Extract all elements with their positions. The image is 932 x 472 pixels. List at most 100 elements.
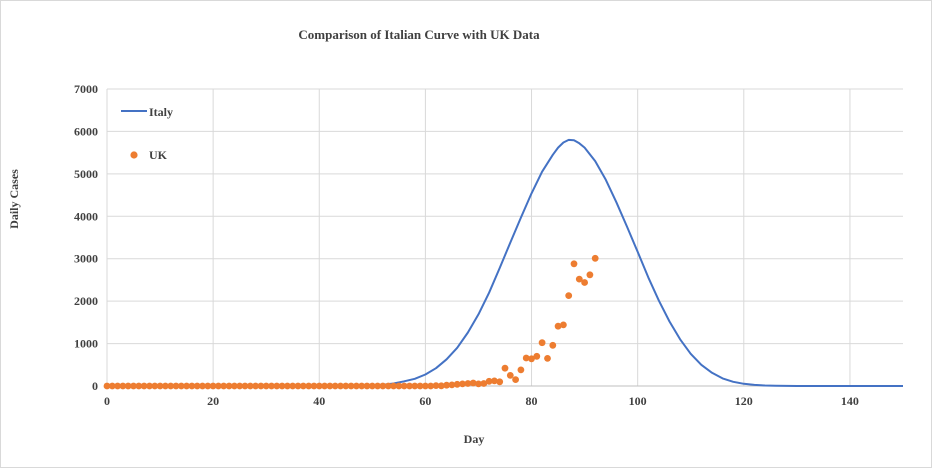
uk-point [347, 382, 355, 390]
uk-point [315, 382, 323, 390]
uk-point [586, 271, 594, 279]
legend-italy-label: Italy [149, 105, 173, 119]
y-tick-label: 7000 [74, 82, 98, 96]
uk-point [581, 279, 588, 286]
uk-point [491, 377, 498, 385]
uk-point [262, 382, 270, 390]
uk-point [172, 382, 180, 390]
uk-point [469, 379, 477, 387]
legend: Italy UK [121, 105, 173, 162]
legend-uk-swatch [130, 151, 138, 159]
axes [106, 89, 903, 387]
uk-point [151, 382, 159, 390]
uk-point [554, 322, 562, 330]
uk-point [496, 378, 504, 386]
uk-point [453, 380, 461, 388]
x-tick-label: 80 [526, 394, 538, 408]
uk-point [204, 382, 212, 390]
uk-point [560, 321, 567, 329]
y-tick-label: 6000 [74, 124, 98, 138]
uk-point [294, 382, 302, 390]
grid-lines [107, 88, 903, 386]
uk-point [416, 382, 424, 390]
uk-point [570, 260, 578, 268]
uk-point [432, 382, 440, 389]
uk-point [268, 382, 275, 390]
uk-point [135, 382, 143, 390]
uk-point [193, 382, 201, 390]
uk-point [146, 382, 153, 390]
uk-point [400, 382, 408, 390]
uk-point [501, 364, 509, 372]
x-tick-label: 40 [313, 394, 325, 408]
uk-point [119, 382, 127, 390]
uk-point [528, 355, 535, 363]
uk-point [427, 382, 435, 390]
uk-point [220, 382, 228, 390]
uk-point [549, 341, 557, 349]
uk-point [538, 339, 546, 347]
uk-point [167, 382, 175, 390]
uk-point [353, 382, 360, 390]
uk-point [384, 382, 392, 390]
uk-point [209, 382, 217, 390]
uk-point [448, 381, 456, 389]
uk-point [225, 382, 233, 390]
uk-point [506, 372, 514, 379]
uk-point [485, 377, 493, 385]
uk-point [284, 382, 291, 390]
uk-point [108, 382, 116, 390]
uk-point [411, 382, 419, 390]
uk-point [390, 382, 397, 390]
y-tick-label: 3000 [74, 252, 98, 266]
uk-point [188, 382, 196, 390]
uk-point [575, 275, 583, 283]
uk-point [215, 382, 222, 390]
uk-point [475, 380, 482, 388]
uk-point [544, 355, 551, 362]
y-tick-label: 4000 [74, 209, 98, 223]
uk-point [337, 382, 344, 390]
uk-point [395, 382, 403, 390]
uk-point [252, 382, 259, 390]
uk-point [199, 382, 206, 390]
uk-point [342, 382, 350, 390]
uk-point [326, 382, 334, 390]
uk-point [177, 382, 185, 390]
uk-point [512, 376, 519, 383]
x-axis-title: Day [464, 432, 485, 446]
x-tick-label: 140 [841, 394, 859, 408]
italy-series [107, 138, 903, 387]
uk-point [480, 380, 488, 387]
y-tick-label: 2000 [74, 294, 98, 308]
uk-point [522, 354, 530, 362]
y-tick-labels: 0 1000 2000 3000 4000 5000 6000 7000 [74, 82, 98, 393]
uk-point [231, 382, 238, 390]
uk-point [241, 382, 249, 390]
x-tick-labels: 0 20 40 60 80 100 120 140 [104, 394, 859, 408]
italy-line [107, 138, 903, 387]
uk-point [289, 382, 297, 390]
x-tick-label: 60 [419, 394, 431, 408]
uk-point [273, 382, 281, 390]
uk-point [130, 382, 137, 390]
uk-point [124, 382, 132, 390]
uk-point [103, 382, 111, 390]
y-tick-label: 0 [92, 379, 98, 393]
legend-uk-label: UK [149, 148, 168, 162]
uk-point [422, 382, 429, 390]
uk-point [236, 382, 244, 390]
x-tick-label: 20 [207, 394, 219, 408]
x-tick-label: 0 [104, 394, 110, 408]
uk-point [321, 382, 328, 390]
uk-point [162, 382, 169, 390]
x-tick-label: 100 [629, 394, 647, 408]
chart-title: Comparison of Italian Curve with UK Data [298, 27, 540, 42]
uk-point [246, 382, 254, 390]
x-tick-label: 120 [735, 394, 753, 408]
uk-point [363, 382, 371, 390]
uk-point [156, 382, 164, 390]
uk-series [103, 254, 599, 390]
